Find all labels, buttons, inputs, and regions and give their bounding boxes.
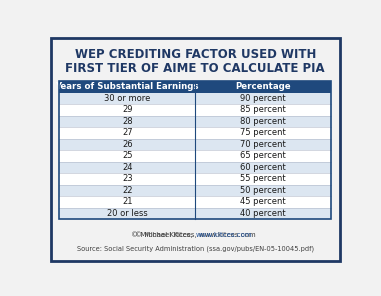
Text: 26: 26 <box>122 140 133 149</box>
FancyBboxPatch shape <box>59 127 331 139</box>
Text: 45 percent: 45 percent <box>240 197 286 206</box>
Text: 90 percent: 90 percent <box>240 94 286 103</box>
Text: 50 percent: 50 percent <box>240 186 286 195</box>
Text: 22: 22 <box>122 186 133 195</box>
FancyBboxPatch shape <box>59 162 331 173</box>
FancyBboxPatch shape <box>59 184 331 196</box>
Text: © Michael Kitces,: © Michael Kitces, <box>131 231 195 238</box>
FancyBboxPatch shape <box>59 207 331 219</box>
FancyBboxPatch shape <box>59 81 331 93</box>
Text: 55 percent: 55 percent <box>240 174 286 183</box>
Text: Source: Social Security Administration (ssa.gov/pubs/EN-05-10045.pdf): Source: Social Security Administration (… <box>77 245 314 252</box>
Text: 29: 29 <box>122 105 133 114</box>
Text: 27: 27 <box>122 128 133 137</box>
Text: FIRST TIER OF AIME TO CALCULATE PIA: FIRST TIER OF AIME TO CALCULATE PIA <box>66 62 325 75</box>
Text: Percentage: Percentage <box>235 82 291 91</box>
Text: 28: 28 <box>122 117 133 126</box>
Text: 30 or more: 30 or more <box>104 94 150 103</box>
Text: © Michael Kitces, www.kitces.com: © Michael Kitces, www.kitces.com <box>135 231 256 238</box>
Text: 65 percent: 65 percent <box>240 151 286 160</box>
Text: 23: 23 <box>122 174 133 183</box>
Text: 40 percent: 40 percent <box>240 209 286 218</box>
FancyBboxPatch shape <box>59 104 331 115</box>
FancyBboxPatch shape <box>59 196 331 207</box>
Text: 24: 24 <box>122 163 133 172</box>
FancyBboxPatch shape <box>59 173 331 184</box>
FancyBboxPatch shape <box>59 150 331 162</box>
FancyBboxPatch shape <box>59 115 331 127</box>
Text: 21: 21 <box>122 197 133 206</box>
FancyBboxPatch shape <box>59 93 331 104</box>
Text: 80 percent: 80 percent <box>240 117 286 126</box>
Text: 70 percent: 70 percent <box>240 140 286 149</box>
Text: WEP CREDITING FACTOR USED WITH: WEP CREDITING FACTOR USED WITH <box>75 48 316 61</box>
Text: 25: 25 <box>122 151 133 160</box>
FancyBboxPatch shape <box>59 139 331 150</box>
Text: 75 percent: 75 percent <box>240 128 286 137</box>
Text: 20 or less: 20 or less <box>107 209 148 218</box>
Text: 60 percent: 60 percent <box>240 163 286 172</box>
Text: 85 percent: 85 percent <box>240 105 286 114</box>
Text: Years of Substantial Earnings: Years of Substantial Earnings <box>56 82 199 91</box>
Text: www.kitces.com: www.kitces.com <box>195 232 252 238</box>
